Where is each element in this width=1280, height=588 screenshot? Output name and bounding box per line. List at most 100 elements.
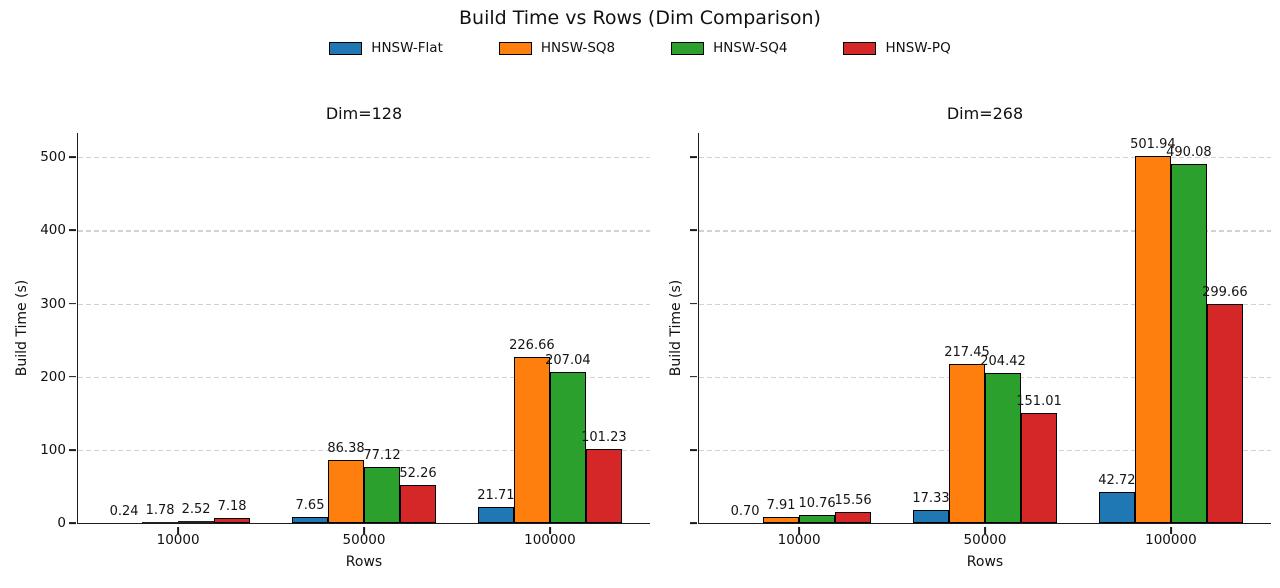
y-axis-tick xyxy=(690,156,697,158)
bar-value-label: 15.56 xyxy=(834,492,872,508)
bar-value-label: 490.08 xyxy=(1166,145,1212,161)
legend-item-hnsw-sq8: HNSW-SQ8 xyxy=(498,40,616,56)
bar-hnsw-sq4-50000 xyxy=(985,373,1021,523)
y-axis-tick xyxy=(69,522,76,524)
legend-label: HNSW-PQ xyxy=(885,40,951,56)
x-axis-tick xyxy=(1169,526,1172,534)
bar-hnsw-sq8-50000 xyxy=(949,363,985,523)
bar-value-label: 17.33 xyxy=(912,491,950,507)
bar-hnsw-sq8-100000 xyxy=(1134,155,1171,523)
legend-swatch-hnsw-flat xyxy=(329,41,363,55)
x-axis-tick xyxy=(984,526,986,534)
y-axis-tick xyxy=(690,448,697,451)
bar-hnsw-pq-10000 xyxy=(835,511,872,523)
x-axis-tick xyxy=(798,526,800,534)
bar-hnsw-flat-50000 xyxy=(292,517,328,523)
gridline xyxy=(78,449,650,452)
y-axis-label: Build Time (s) xyxy=(14,279,30,377)
bar-value-label: 86.38 xyxy=(327,440,365,456)
y-axis-tick xyxy=(690,229,697,232)
legend: HNSW-Flat HNSW-SQ8 HNSW-SQ4 HNSW-PQ xyxy=(0,39,1280,57)
bar-value-label: 10.76 xyxy=(798,496,836,512)
y-axis-tick-label: 0 xyxy=(57,515,66,531)
bar-value-label: 151.01 xyxy=(1016,393,1062,409)
bar-value-label: 101.23 xyxy=(581,429,627,445)
legend-label: HNSW-Flat xyxy=(371,40,443,56)
bar-hnsw-sq8-10000 xyxy=(763,517,800,523)
bar-value-label: 7.65 xyxy=(295,498,325,514)
bar-hnsw-pq-10000 xyxy=(214,517,251,523)
gridline xyxy=(78,230,650,232)
bar-hnsw-flat-100000 xyxy=(477,507,514,523)
legend-swatch-hnsw-pq xyxy=(843,41,877,55)
bar-hnsw-sq4-10000 xyxy=(178,521,215,523)
bar-value-label: 42.72 xyxy=(1098,472,1136,488)
gridline xyxy=(78,303,650,305)
subplot-title: Dim=268 xyxy=(946,104,1024,123)
bar-hnsw-sq8-50000 xyxy=(328,459,364,523)
y-axis-tick-label: 200 xyxy=(40,368,66,385)
y-axis-tick xyxy=(69,302,76,305)
x-axis-tick-label: 10000 xyxy=(156,532,200,548)
legend-swatch-hnsw-sq8 xyxy=(498,41,532,55)
x-axis-tick-label: 50000 xyxy=(963,532,1007,548)
bar-hnsw-pq-100000 xyxy=(585,448,622,523)
y-axis-tick xyxy=(690,302,697,305)
gridline xyxy=(699,230,1271,232)
bar-hnsw-sq8-100000 xyxy=(513,357,550,523)
bar-value-label: 7.91 xyxy=(766,498,796,514)
gridline xyxy=(78,157,650,159)
bar-value-label: 204.42 xyxy=(980,354,1026,370)
bar-value-label: 1.78 xyxy=(145,502,175,518)
x-axis-tick xyxy=(363,526,365,534)
y-axis-label: Build Time (s) xyxy=(668,279,684,377)
legend-item-hnsw-flat: HNSW-Flat xyxy=(329,40,443,56)
legend-label: HNSW-SQ8 xyxy=(540,40,616,56)
y-axis-tick xyxy=(69,229,76,232)
bar-value-label: 299.66 xyxy=(1202,284,1248,300)
bar-value-label: 0.70 xyxy=(730,503,760,519)
bar-hnsw-sq4-10000 xyxy=(799,515,836,523)
x-axis-tick-label: 50000 xyxy=(342,532,386,548)
x-axis-tick xyxy=(548,526,551,534)
legend-label: HNSW-SQ4 xyxy=(713,40,788,56)
subplot-title: Dim=128 xyxy=(325,104,403,123)
x-axis-tick-label: 100000 xyxy=(524,532,576,548)
legend-swatch-hnsw-sq4 xyxy=(671,41,705,55)
bar-value-label: 217.45 xyxy=(944,344,990,360)
subplot-dim-268: Dim=268 0.70 7.91 10.76 15.56 10000 17.33 217.4… xyxy=(668,104,1271,570)
bar-hnsw-sq4-100000 xyxy=(549,371,586,523)
bar-value-label: 2.52 xyxy=(181,502,211,518)
x-axis-tick xyxy=(177,526,179,534)
bar-value-label: 52.26 xyxy=(399,465,437,481)
gridline xyxy=(699,303,1271,305)
y-axis-tick-label: 400 xyxy=(40,222,66,239)
y-axis-tick xyxy=(69,375,76,378)
bar-hnsw-pq-100000 xyxy=(1206,303,1243,523)
x-axis-tick-label: 10000 xyxy=(777,532,821,548)
x-axis-label: Rows xyxy=(345,554,383,570)
legend-item-hnsw-pq: HNSW-PQ xyxy=(843,40,951,56)
gridline xyxy=(699,157,1271,159)
bar-hnsw-flat-100000 xyxy=(1098,491,1135,523)
x-axis-label: Rows xyxy=(966,554,1004,570)
x-axis-tick-label: 100000 xyxy=(1145,532,1197,548)
bar-value-label: 0.24 xyxy=(109,503,139,519)
bar-hnsw-sq4-50000 xyxy=(364,466,400,523)
chart-title: Build Time vs Rows (Dim Comparison) xyxy=(459,7,821,29)
subplot-dim-128: Dim=128 0 100 200 300 400 500 0.24 1.78 2.52 7.18 1… xyxy=(14,104,650,570)
bar-hnsw-flat-10000 xyxy=(106,522,143,523)
bar-value-label: 7.18 xyxy=(217,498,247,514)
bar-hnsw-sq8-10000 xyxy=(142,521,179,523)
bar-value-label: 21.71 xyxy=(477,488,515,504)
gridline xyxy=(78,376,650,378)
y-axis-tick xyxy=(690,375,697,378)
legend-item-hnsw-sq4: HNSW-SQ4 xyxy=(671,40,787,56)
y-axis-tick xyxy=(69,156,76,158)
bar-value-label: 207.04 xyxy=(545,352,591,368)
bar-hnsw-sq4-100000 xyxy=(1170,164,1207,523)
y-axis-tick xyxy=(69,448,76,451)
y-axis-tick xyxy=(690,522,697,524)
y-axis-tick-label: 300 xyxy=(40,295,66,312)
